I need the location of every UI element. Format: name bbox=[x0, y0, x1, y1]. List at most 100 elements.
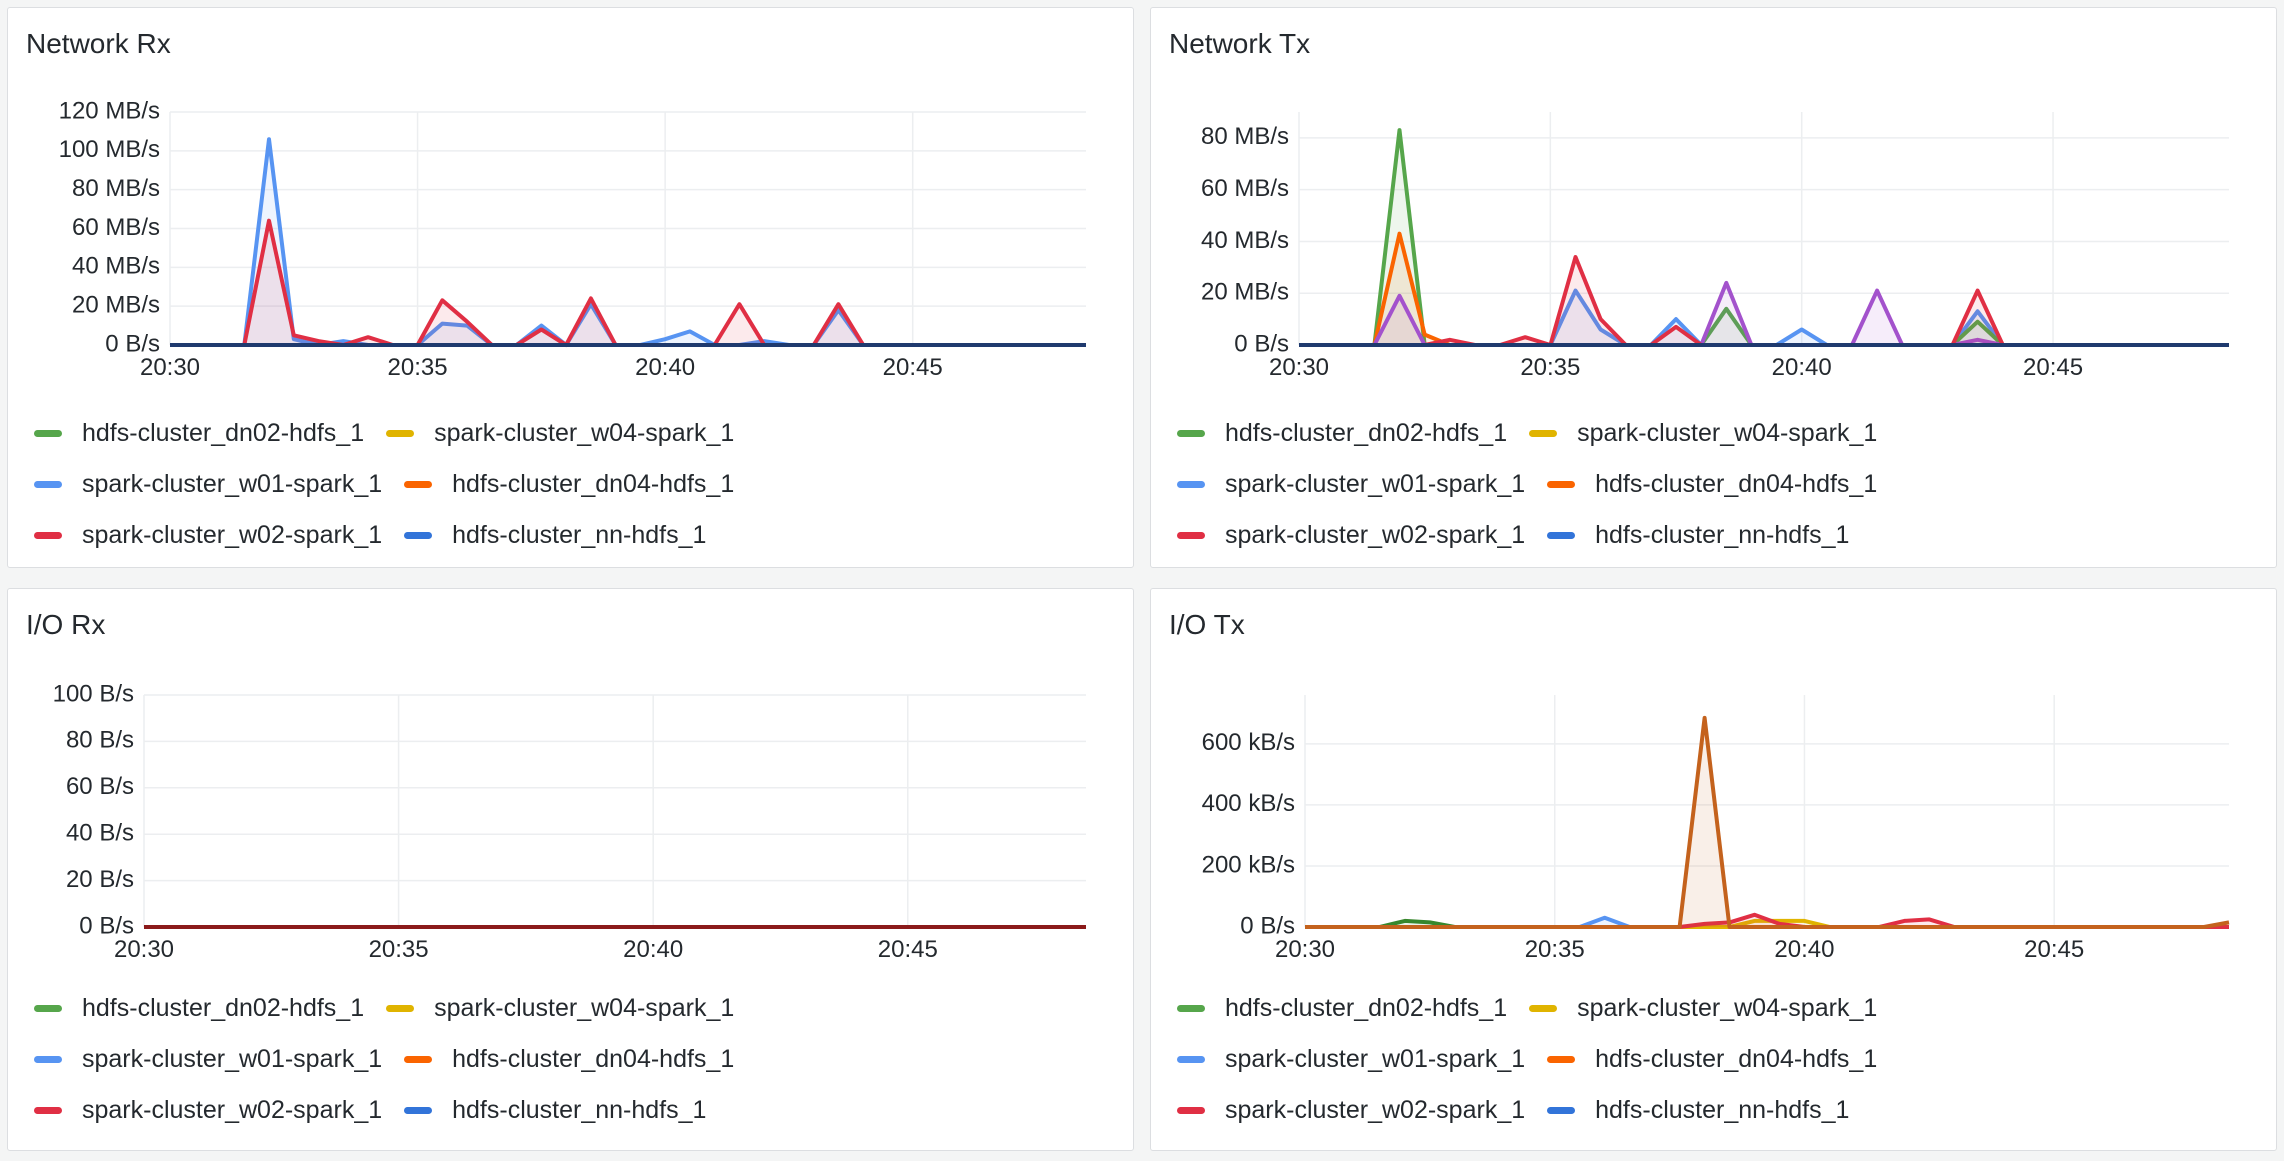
network-tx-chart[interactable]: 0 B/s 20 MB/s 40 MB/s 60 MB/s 80 MB/s 20:30 20… bbox=[1151, 8, 2278, 381]
y-tick-label: 40 MB/s bbox=[1201, 227, 1289, 254]
legend-row: hdfs-cluster_dn02-hdfs_1 spark-cluster_w0… bbox=[34, 983, 1123, 1034]
legend-label: spark-cluster_w01-spark_1 bbox=[82, 1045, 383, 1073]
series-line[interactable] bbox=[1299, 288, 2229, 347]
legend-item[interactable]: hdfs-cluster_dn02-hdfs_1 bbox=[1177, 994, 1507, 1023]
legend-label: hdfs-cluster_nn-hdfs_1 bbox=[452, 521, 707, 549]
y-tick-label: 80 B/s bbox=[66, 727, 134, 754]
panel-title[interactable]: I/O Rx bbox=[26, 609, 106, 640]
legend: hdfs-cluster_dn02-hdfs_1 spark-cluster_w0… bbox=[34, 983, 1123, 1136]
y-tick-label: 0 B/s bbox=[1240, 912, 1295, 939]
legend-label: hdfs-cluster_dn02-hdfs_1 bbox=[1225, 419, 1508, 447]
legend-item[interactable]: hdfs-cluster_nn-hdfs_1 bbox=[404, 1096, 706, 1125]
y-tick-label: 120 MB/s bbox=[59, 97, 160, 124]
series-line[interactable] bbox=[170, 218, 1086, 347]
panel-network-rx: Network Rx 0 B/s 20 MB/s 40 MB/s 60 MB/s 80 … bbox=[7, 7, 1134, 568]
legend-row: hdfs-cluster_dn02-hdfs_1 spark-cluster_w0… bbox=[34, 408, 1123, 459]
legend-label: hdfs-cluster_dn02-hdfs_1 bbox=[82, 994, 365, 1022]
io-tx-chart[interactable]: 0 B/s 200 kB/s 400 kB/s 600 kB/s 20:30 20:35 2… bbox=[1151, 589, 2278, 963]
legend-label: spark-cluster_w02-spark_1 bbox=[82, 521, 383, 549]
legend-item[interactable]: hdfs-cluster_nn-hdfs_1 bbox=[1547, 1096, 1849, 1125]
legend-label: spark-cluster_w04-spark_1 bbox=[1577, 419, 1878, 447]
y-tick-label: 20 MB/s bbox=[72, 292, 160, 319]
legend-item[interactable]: hdfs-cluster_dn02-hdfs_1 bbox=[1177, 419, 1507, 448]
legend-item[interactable]: hdfs-cluster_dn02-hdfs_1 bbox=[34, 419, 364, 448]
legend-row: spark-cluster_w01-spark_1 hdfs-cluster_dn… bbox=[1177, 459, 2266, 510]
y-tick-label: 400 kB/s bbox=[1202, 790, 1295, 817]
series-line[interactable] bbox=[1299, 255, 2229, 347]
legend: hdfs-cluster_dn02-hdfs_1 spark-cluster_w0… bbox=[34, 408, 1123, 561]
legend-item[interactable]: spark-cluster_w02-spark_1 bbox=[34, 521, 382, 550]
legend-item[interactable]: hdfs-cluster_dn04-hdfs_1 bbox=[404, 1045, 734, 1074]
series-area bbox=[1299, 257, 2229, 345]
panel-title[interactable]: Network Tx bbox=[1169, 28, 1311, 59]
legend-row: spark-cluster_w02-spark_1 hdfs-cluster_nn… bbox=[34, 510, 1123, 561]
x-tick-label: 20:45 bbox=[2023, 354, 2083, 381]
legend-item[interactable]: spark-cluster_w01-spark_1 bbox=[34, 1045, 382, 1074]
legend-item[interactable]: spark-cluster_w01-spark_1 bbox=[34, 470, 382, 499]
legend: hdfs-cluster_dn02-hdfs_1 spark-cluster_w0… bbox=[1177, 983, 2266, 1136]
legend-row: spark-cluster_w01-spark_1 hdfs-cluster_dn… bbox=[34, 459, 1123, 510]
legend-row: spark-cluster_w02-spark_1 hdfs-cluster_nn… bbox=[1177, 1085, 2266, 1136]
series-line[interactable] bbox=[1305, 715, 2230, 929]
legend-swatch-icon bbox=[34, 532, 62, 539]
legend-item[interactable]: hdfs-cluster_nn-hdfs_1 bbox=[404, 521, 706, 550]
legend-label: spark-cluster_w04-spark_1 bbox=[1577, 994, 1878, 1022]
legend-item[interactable]: spark-cluster_w04-spark_1 bbox=[386, 994, 734, 1023]
y-tick-label: 60 MB/s bbox=[1201, 175, 1289, 202]
legend-label: hdfs-cluster_dn04-hdfs_1 bbox=[452, 470, 735, 498]
legend-swatch-icon bbox=[1177, 532, 1205, 539]
y-tick-label: 0 B/s bbox=[1234, 330, 1289, 357]
network-rx-chart[interactable]: 0 B/s 20 MB/s 40 MB/s 60 MB/s 80 MB/s 100 MB/… bbox=[8, 8, 1135, 381]
series-area bbox=[1299, 130, 2229, 345]
legend-swatch-icon bbox=[404, 481, 433, 488]
y-tick-label: 20 B/s bbox=[66, 866, 134, 893]
legend-item[interactable]: spark-cluster_w04-spark_1 bbox=[386, 419, 734, 448]
legend-row: spark-cluster_w02-spark_1 hdfs-cluster_nn… bbox=[34, 1085, 1123, 1136]
legend-label: hdfs-cluster_dn04-hdfs_1 bbox=[452, 1045, 735, 1073]
legend-swatch-icon bbox=[34, 1107, 62, 1114]
series-line[interactable] bbox=[170, 137, 1086, 347]
x-tick-label: 20:35 bbox=[1520, 354, 1580, 381]
legend-item[interactable]: spark-cluster_w02-spark_1 bbox=[1177, 521, 1525, 550]
panel-title[interactable]: Network Rx bbox=[26, 28, 171, 59]
legend-row: hdfs-cluster_dn02-hdfs_1 spark-cluster_w0… bbox=[1177, 983, 2266, 1034]
legend-label: spark-cluster_w01-spark_1 bbox=[1225, 1045, 1526, 1073]
series-line[interactable] bbox=[1299, 280, 2229, 347]
io-rx-chart[interactable]: 0 B/s 20 B/s 40 B/s 60 B/s 80 B/s 100 B/s 20:3… bbox=[8, 589, 1135, 963]
panel-io-rx: I/O Rx 0 B/s 20 B/s 40 B/s 60 B/s 80 B/s 100 … bbox=[7, 588, 1134, 1151]
series-area bbox=[1305, 717, 2229, 927]
legend-item[interactable]: spark-cluster_w02-spark_1 bbox=[1177, 1096, 1525, 1125]
series-area bbox=[1299, 282, 2229, 345]
legend-swatch-icon bbox=[1529, 1005, 1558, 1012]
legend: hdfs-cluster_dn02-hdfs_1 spark-cluster_w0… bbox=[1177, 408, 2266, 561]
panel-title[interactable]: I/O Tx bbox=[1169, 609, 1245, 640]
legend-item[interactable]: hdfs-cluster_dn04-hdfs_1 bbox=[1547, 1045, 1877, 1074]
legend-row: hdfs-cluster_dn02-hdfs_1 spark-cluster_w0… bbox=[1177, 408, 2266, 459]
legend-swatch-icon bbox=[1547, 481, 1576, 488]
legend-item[interactable]: spark-cluster_w04-spark_1 bbox=[1529, 419, 1877, 448]
y-tick-label: 200 kB/s bbox=[1202, 851, 1295, 878]
y-tick-label: 100 MB/s bbox=[59, 136, 160, 163]
x-tick-label: 20:40 bbox=[1772, 354, 1832, 381]
legend-item[interactable]: spark-cluster_w02-spark_1 bbox=[34, 1096, 382, 1125]
legend-item[interactable]: spark-cluster_w04-spark_1 bbox=[1529, 994, 1877, 1023]
x-tick-label: 20:30 bbox=[114, 936, 174, 963]
y-tick-label: 40 MB/s bbox=[72, 253, 160, 280]
panel-io-tx: I/O Tx 0 B/s 200 kB/s 400 kB/s 600 kB/s 20:3… bbox=[1150, 588, 2277, 1151]
legend-swatch-icon bbox=[1547, 1056, 1576, 1063]
legend-label: spark-cluster_w02-spark_1 bbox=[1225, 1096, 1526, 1124]
series-area bbox=[170, 220, 1086, 345]
legend-row: spark-cluster_w01-spark_1 hdfs-cluster_dn… bbox=[1177, 1034, 2266, 1085]
legend-item[interactable]: spark-cluster_w01-spark_1 bbox=[1177, 470, 1525, 499]
y-tick-label: 0 B/s bbox=[105, 330, 160, 357]
series-line[interactable] bbox=[1299, 231, 2229, 347]
legend-label: spark-cluster_w01-spark_1 bbox=[82, 470, 383, 498]
legend-item[interactable]: hdfs-cluster_dn04-hdfs_1 bbox=[404, 470, 734, 499]
series-line[interactable] bbox=[1299, 128, 2229, 347]
x-tick-label: 20:45 bbox=[878, 936, 938, 963]
legend-item[interactable]: hdfs-cluster_nn-hdfs_1 bbox=[1547, 521, 1849, 550]
legend-item[interactable]: hdfs-cluster_dn02-hdfs_1 bbox=[34, 994, 364, 1023]
x-tick-label: 20:45 bbox=[883, 354, 943, 381]
legend-item[interactable]: hdfs-cluster_dn04-hdfs_1 bbox=[1547, 470, 1877, 499]
legend-item[interactable]: spark-cluster_w01-spark_1 bbox=[1177, 1045, 1525, 1074]
